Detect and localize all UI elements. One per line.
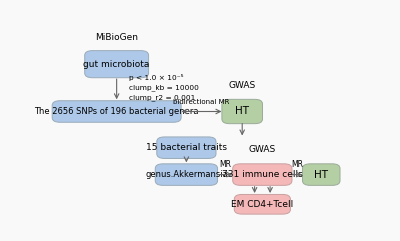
- Text: 15 bacterial traits: 15 bacterial traits: [146, 143, 227, 152]
- Text: GWAS: GWAS: [249, 145, 276, 154]
- Text: HT: HT: [314, 170, 328, 180]
- Text: HT: HT: [235, 107, 249, 116]
- FancyBboxPatch shape: [233, 164, 292, 185]
- FancyBboxPatch shape: [234, 194, 290, 214]
- Text: EM CD4+Tcell: EM CD4+Tcell: [231, 200, 294, 209]
- FancyBboxPatch shape: [85, 51, 148, 78]
- Text: bidirectional MR: bidirectional MR: [173, 99, 230, 105]
- Text: p < 1.0 × 10⁻⁵
clump_kb = 10000
clump_r2 = 0.001: p < 1.0 × 10⁻⁵ clump_kb = 10000 clump_r2…: [129, 74, 199, 101]
- Text: The 2656 SNPs of 196 bacterial genera: The 2656 SNPs of 196 bacterial genera: [34, 107, 199, 116]
- FancyBboxPatch shape: [157, 137, 216, 158]
- Text: gut microbiota: gut microbiota: [84, 60, 150, 69]
- FancyBboxPatch shape: [52, 101, 181, 122]
- Text: MR: MR: [291, 160, 303, 169]
- Text: 731 immune cells: 731 immune cells: [222, 170, 303, 179]
- Text: MR: MR: [219, 160, 231, 169]
- FancyBboxPatch shape: [155, 164, 218, 185]
- Text: genus.Akkermansia: genus.Akkermansia: [145, 170, 228, 179]
- Text: GWAS: GWAS: [228, 81, 256, 90]
- FancyBboxPatch shape: [302, 164, 340, 185]
- FancyBboxPatch shape: [222, 99, 262, 124]
- Text: MiBioGen: MiBioGen: [95, 33, 138, 42]
